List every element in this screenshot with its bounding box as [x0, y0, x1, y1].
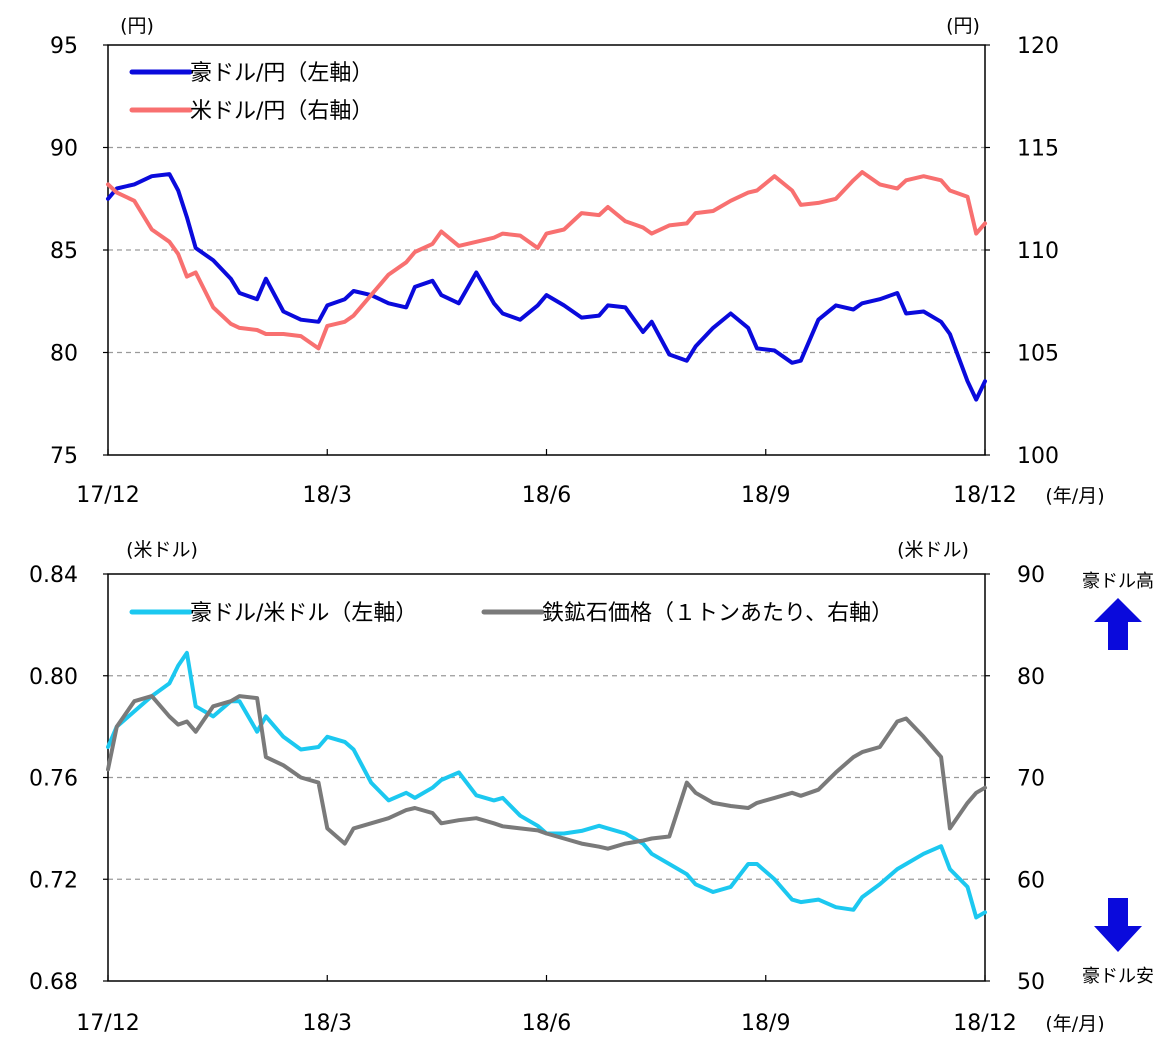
right-tick-label: 80	[1017, 665, 1045, 690]
legend-label: 豪ドル/米ドル（左軸）	[190, 601, 417, 626]
left-tick-label: 0.84	[29, 563, 78, 588]
series-line-1	[106, 650, 987, 920]
down-arrow-icon	[1094, 898, 1142, 952]
legend-label: 鉄鉱石価格（１トンあたり、右軸）	[542, 601, 893, 626]
right-tick-label: 50	[1017, 970, 1045, 995]
left-tick-label: 75	[50, 444, 78, 469]
right-tick-label: 120	[1017, 34, 1059, 59]
series-line-2	[106, 170, 987, 351]
x-tick-label: 17/12	[76, 1011, 139, 1032]
left-tick-label: 95	[50, 34, 78, 59]
x-tick-label: 18/12	[953, 483, 1016, 508]
x-tick-label: 18/6	[522, 1011, 571, 1032]
right-axis-unit: (米ドル)	[897, 539, 969, 561]
x-tick-label: 18/12	[953, 1011, 1016, 1032]
left-tick-label: 0.68	[29, 970, 78, 995]
x-tick-label: 18/9	[741, 1011, 790, 1032]
left-tick-label: 85	[50, 239, 78, 264]
plot-frame	[107, 573, 986, 982]
x-tick-label: 18/3	[303, 1011, 352, 1032]
series-line-1	[106, 172, 987, 402]
aud-strong-label: 豪ドル高	[1082, 571, 1154, 592]
right-tick-label: 90	[1017, 563, 1045, 588]
left-tick-label: 0.76	[29, 767, 78, 792]
left-tick-label: 90	[50, 137, 78, 162]
x-tick-label: 18/9	[741, 483, 790, 508]
left-axis-unit: (円)	[120, 15, 154, 37]
right-axis-unit: (円)	[946, 15, 980, 37]
chart-panel-1: 95 90 85 80 75 120 115 110 105 100 17/12 18/3 18/6 18…	[50, 15, 1105, 508]
right-tick-label: 100	[1017, 444, 1059, 469]
x-axis-unit: (年/月)	[1045, 1013, 1104, 1032]
right-tick-label: 105	[1017, 342, 1059, 367]
legend-label: 豪ドル/円（左軸）	[190, 61, 373, 86]
left-tick-label: 0.72	[29, 868, 78, 893]
up-arrow-icon	[1094, 598, 1142, 650]
right-tick-label: 70	[1017, 767, 1045, 792]
legend-label: 米ドル/円（右軸）	[190, 99, 373, 124]
right-tick-label: 110	[1017, 239, 1059, 264]
side-indicators: 豪ドル高 豪ドル安	[1082, 571, 1154, 987]
right-tick-label: 60	[1017, 868, 1045, 893]
left-tick-label: 80	[50, 342, 78, 367]
series-line-2	[106, 694, 987, 851]
x-tick-label: 17/12	[76, 483, 139, 508]
left-tick-label: 0.80	[29, 665, 78, 690]
x-tick-label: 18/3	[303, 483, 352, 508]
chart-panel-2: 0.84 0.80 0.76 0.72 0.68 90 80 70 60 50 17/12 18/3 1…	[29, 539, 1105, 1036]
aud-weak-label: 豪ドル安	[1082, 966, 1154, 987]
right-tick-label: 115	[1017, 137, 1059, 162]
x-tick-label: 18/6	[522, 483, 571, 508]
x-axis-unit: (年/月)	[1045, 485, 1104, 507]
left-axis-unit: (米ドル)	[126, 539, 198, 561]
